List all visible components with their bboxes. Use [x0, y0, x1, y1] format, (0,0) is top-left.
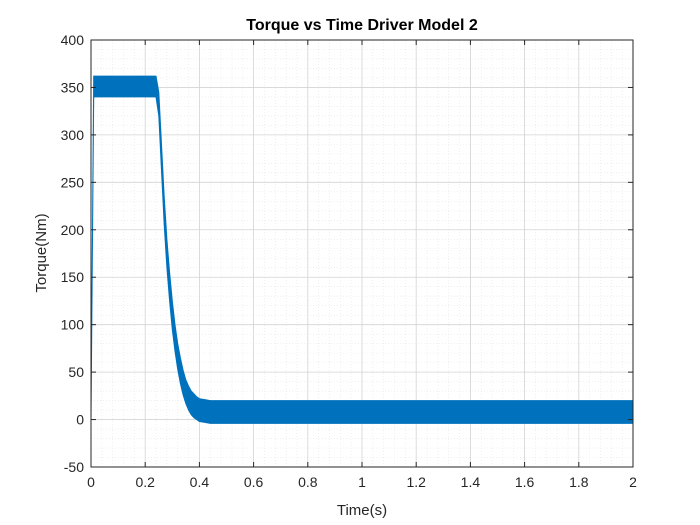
- y-axis-label: Torque(Nm): [33, 213, 50, 292]
- x-tick-label: 0.8: [298, 474, 318, 490]
- x-tick-label: 1.4: [461, 474, 481, 490]
- x-tick-label: 1.8: [569, 474, 589, 490]
- x-tick-label: 0.6: [244, 474, 264, 490]
- x-tick-label: 0: [87, 474, 95, 490]
- y-tick-label: 250: [61, 174, 85, 190]
- x-tick-label: 1: [358, 474, 366, 490]
- axis-ticks: [90, 39, 634, 468]
- y-tick-label: 150: [61, 269, 85, 285]
- x-tick-label: 0.2: [135, 474, 155, 490]
- y-tick-label: 50: [68, 364, 84, 380]
- x-tick-label: 1.6: [515, 474, 535, 490]
- x-tick-label: 1.2: [406, 474, 426, 490]
- chart-title: Torque vs Time Driver Model 2: [246, 17, 478, 34]
- x-tick-labels: 0 0.2 0.4 0.6 0.8 1 1.2 1.4 1.6 1.8 2: [87, 474, 637, 490]
- y-tick-label: 0: [76, 412, 84, 428]
- x-axis-label: Time(s): [337, 502, 387, 519]
- y-tick-label: 200: [61, 222, 85, 238]
- y-tick-labels: -50 0 50 100 150 200 250 300 350 400: [61, 32, 85, 475]
- y-tick-label: 300: [61, 127, 85, 143]
- y-tick-label: 400: [61, 32, 85, 48]
- x-tick-label: 0.4: [190, 474, 210, 490]
- x-tick-label: 2: [629, 474, 637, 490]
- y-tick-label: 350: [61, 79, 85, 95]
- y-tick-label: -50: [64, 459, 84, 475]
- y-tick-label: 100: [61, 317, 85, 333]
